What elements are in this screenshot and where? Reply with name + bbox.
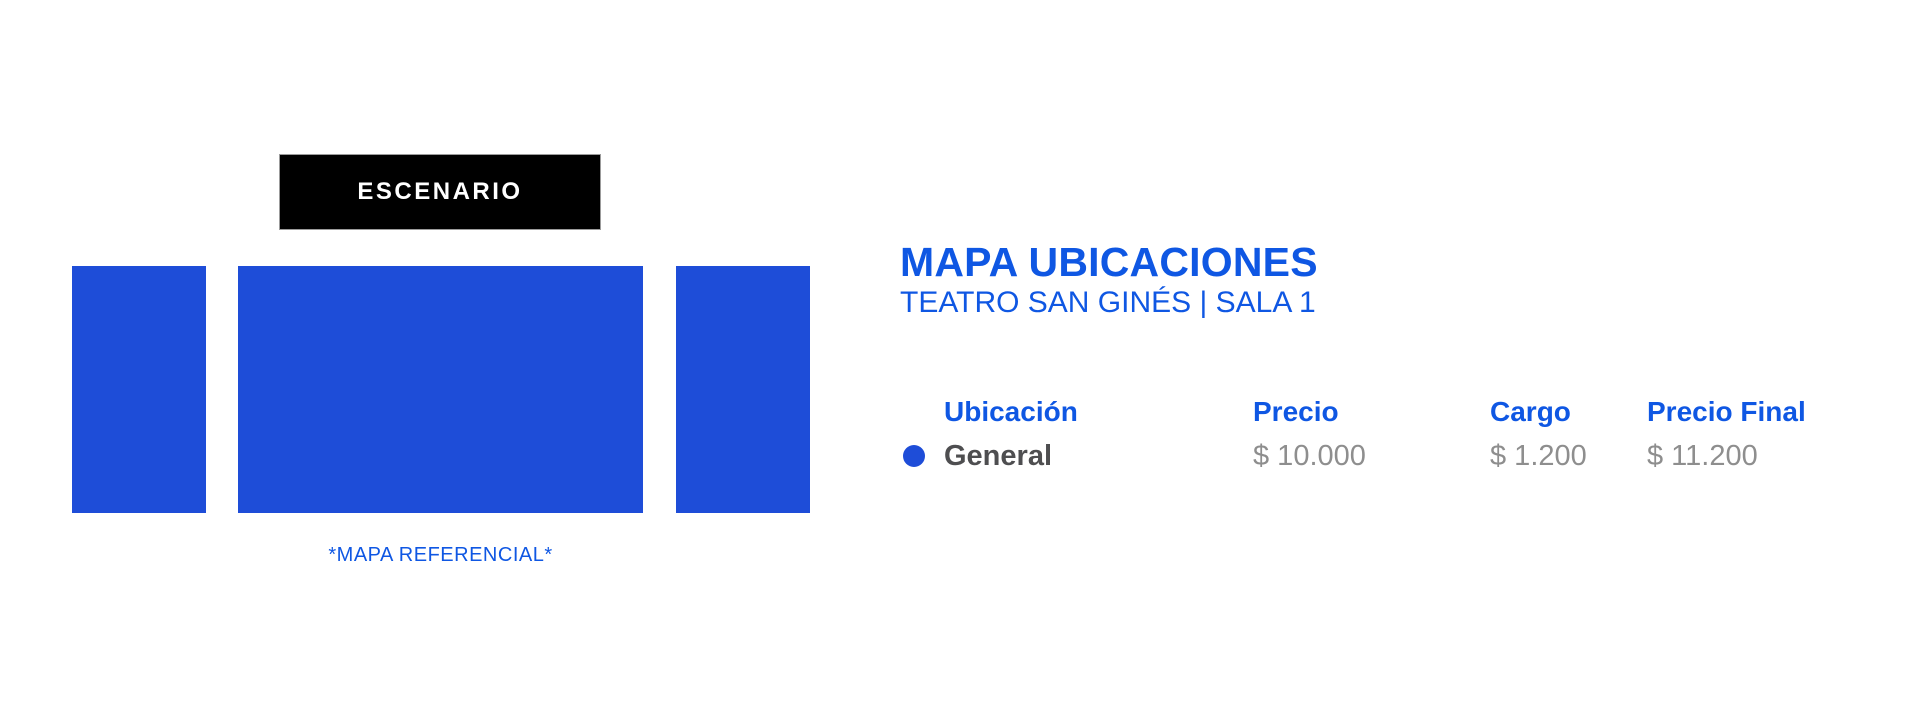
page-title: MAPA UBICACIONES [900,239,1318,285]
map-reference-caption: *MAPA REFERENCIAL* [328,544,553,566]
venue-subtitle: TEATRO SAN GINÉS | SALA 1 [900,286,1316,319]
zone-charge: $ 1.200 [1490,440,1587,472]
zone-color-dot-icon [903,445,925,467]
zone-final-price: $ 11.200 [1647,440,1758,472]
column-header-cargo: Cargo [1490,396,1571,427]
zone-price: $ 10.000 [1253,440,1366,472]
seat-block-left[interactable] [72,266,206,513]
zone-name: General [944,440,1052,472]
stage-label: ESCENARIO [357,178,523,205]
table-row-zone-cell: General [900,440,1253,472]
column-header-precio-final: Precio Final [1647,396,1806,427]
column-header-precio: Precio [1253,396,1339,427]
seat-block-center[interactable] [238,266,643,513]
pricing-table: Ubicación Precio Cargo Precio Final Gene… [900,396,1830,472]
seat-block-right[interactable] [676,266,810,513]
stage-box: ESCENARIO [279,154,601,230]
column-header-ubicacion: Ubicación [944,396,1078,427]
